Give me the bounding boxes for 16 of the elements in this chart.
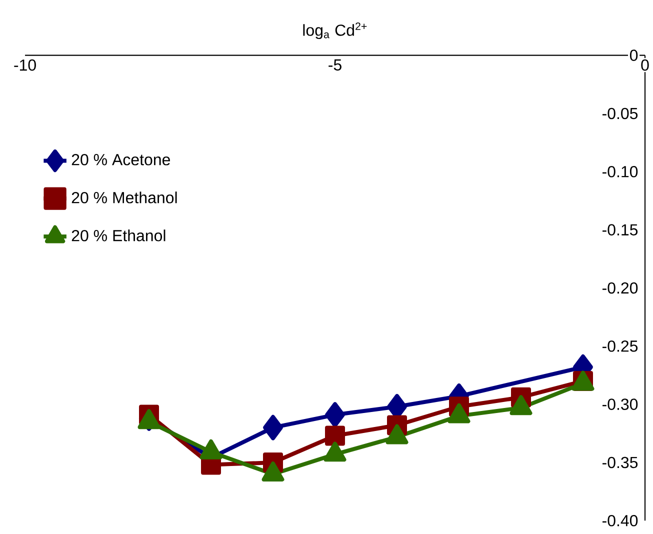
x-tick-label: 0 bbox=[641, 59, 649, 71]
x-tick-label: -5 bbox=[328, 59, 342, 71]
y-tick-label: -0.10 bbox=[602, 166, 638, 178]
x-axis-title: log$_{a}$ Cd$^{2+}$ bbox=[303, 22, 367, 40]
y-tick-label: -0.15 bbox=[602, 224, 638, 236]
y-tick-label: 0 bbox=[630, 50, 638, 61]
y-tick-label: -0.40 bbox=[602, 514, 638, 526]
legend-label: 20 % Ethanol bbox=[72, 230, 166, 242]
legend-label: 20 % Methanol bbox=[72, 192, 177, 204]
legend-label: 20 % Acetone bbox=[72, 154, 170, 166]
y-tick-label: -0.25 bbox=[602, 340, 638, 352]
y-tick-label: -0.30 bbox=[602, 398, 638, 410]
y-tick-label: -0.20 bbox=[602, 282, 638, 294]
x-tick-label: -10 bbox=[14, 59, 36, 71]
y-tick-label: -0.35 bbox=[602, 456, 638, 468]
y-tick-label: -0.05 bbox=[602, 108, 638, 120]
